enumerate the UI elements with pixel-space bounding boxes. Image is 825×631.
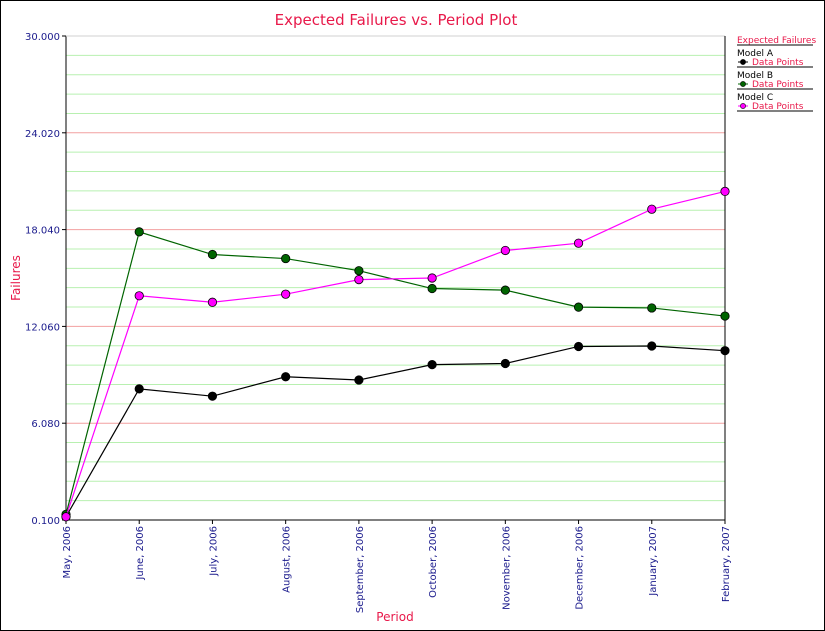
- data-point: [720, 346, 730, 356]
- data-point: [573, 341, 584, 352]
- grid: [66, 54, 725, 502]
- series-1: [61, 341, 730, 522]
- series: [61, 186, 730, 522]
- data-point: [134, 291, 144, 301]
- series-line: [65, 231, 726, 515]
- data-point: [573, 302, 584, 312]
- data-point: [354, 275, 364, 285]
- data-point: [134, 384, 144, 394]
- data-point: [573, 238, 584, 248]
- data-point: [207, 297, 218, 307]
- data-point: [207, 391, 218, 401]
- data-point: [647, 341, 657, 351]
- legend-marker-swatch: [740, 81, 746, 87]
- legend-marker-label: Data Points: [752, 80, 804, 90]
- legend-marker-label: Data Points: [752, 102, 804, 112]
- data-point: [281, 253, 291, 264]
- data-point: [427, 283, 437, 294]
- x-tick-label: July, 2006: [208, 526, 219, 577]
- y-axis-title: Failures: [9, 255, 23, 301]
- legend-series-name: Model C: [737, 93, 773, 103]
- x-tick-label: August, 2006: [282, 526, 293, 593]
- chart-title: Expected Failures vs. Period Plot: [275, 11, 518, 29]
- data-point: [720, 186, 730, 196]
- data-point: [500, 245, 510, 256]
- series-line: [65, 190, 726, 517]
- data-point: [61, 512, 71, 522]
- y-tick-label: 6.080: [31, 419, 60, 430]
- y-tick-label: 18.040: [25, 226, 60, 237]
- x-tick-label: February, 2007: [721, 526, 732, 602]
- x-axis-ticks: May, 2006 June, 2006 July, 2006 August, 200…: [62, 520, 732, 613]
- data-point: [354, 375, 364, 385]
- axes: [65, 35, 726, 521]
- y-tick-label: 12.060: [25, 322, 60, 333]
- legend-marker-label: Data Points: [752, 58, 804, 68]
- legend-marker-swatch: [740, 59, 746, 65]
- x-tick-label: June, 2006: [135, 526, 146, 581]
- data-point: [207, 249, 218, 260]
- data-point: [427, 273, 437, 283]
- legend-title: Expected Failures: [737, 36, 816, 46]
- x-tick-label: November, 2006: [501, 526, 512, 610]
- y-tick-label: 24.020: [25, 129, 60, 140]
- series-2: [61, 227, 730, 519]
- x-tick-label: October, 2006: [428, 526, 439, 598]
- series-3: [61, 186, 730, 522]
- legend-series-name: Model A: [737, 49, 774, 59]
- data-point: [720, 311, 730, 321]
- data-point: [647, 204, 657, 214]
- data-point: [427, 360, 437, 370]
- y-tick-label: 0.100: [31, 516, 60, 527]
- x-tick-label: December, 2006: [575, 526, 586, 610]
- data-point: [281, 372, 291, 382]
- y-tick-label: 30.000: [25, 32, 60, 43]
- data-point: [647, 303, 657, 313]
- data-point: [134, 227, 144, 237]
- data-point: [281, 289, 291, 299]
- x-tick-label: January, 2007: [648, 526, 659, 597]
- series-line: [65, 345, 726, 518]
- x-tick-label: September, 2006: [355, 526, 366, 613]
- x-tick-label: May, 2006: [62, 526, 73, 578]
- data-point: [354, 266, 364, 276]
- x-axis-title: Period: [376, 610, 413, 624]
- data-point: [500, 285, 510, 295]
- data-point: [500, 358, 510, 369]
- legend-series-name: Model B: [737, 71, 773, 81]
- y-axis-ticks: 0.100 6.080 12.060 18.040 24.020 30.000: [25, 32, 66, 527]
- legend-marker-swatch: [740, 103, 746, 109]
